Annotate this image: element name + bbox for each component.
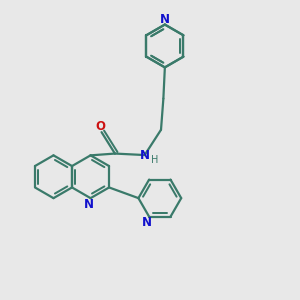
Text: H: H xyxy=(152,155,159,165)
Text: O: O xyxy=(95,120,105,133)
Text: N: N xyxy=(160,13,170,26)
Text: N: N xyxy=(142,216,152,229)
Text: N: N xyxy=(84,198,94,211)
Text: N: N xyxy=(140,148,150,162)
